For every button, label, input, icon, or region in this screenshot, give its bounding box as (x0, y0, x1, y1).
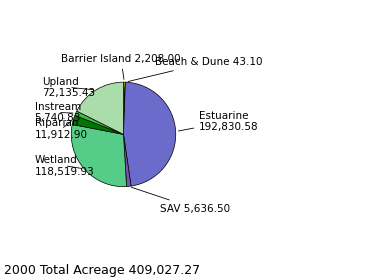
Wedge shape (124, 82, 125, 134)
Wedge shape (71, 124, 127, 187)
Text: Riparian
11,912.90: Riparian 11,912.90 (35, 118, 88, 140)
Wedge shape (75, 111, 124, 134)
Text: SAV 5,636.50: SAV 5,636.50 (131, 187, 230, 214)
Wedge shape (124, 82, 125, 134)
Text: Estuarine
192,830.58: Estuarine 192,830.58 (178, 111, 259, 132)
Wedge shape (72, 115, 124, 134)
Text: Upland
72,135.43: Upland 72,135.43 (43, 76, 96, 98)
Wedge shape (124, 82, 176, 186)
Text: Instream
5,740.83: Instream 5,740.83 (35, 102, 81, 123)
Text: Wetland
118,519.93: Wetland 118,519.93 (35, 155, 94, 177)
Wedge shape (77, 82, 124, 134)
Text: Beach & Dune 43.10: Beach & Dune 43.10 (128, 57, 262, 81)
Text: 2000 Total Acreage 409,027.27: 2000 Total Acreage 409,027.27 (4, 264, 200, 277)
Wedge shape (124, 134, 131, 186)
Text: Barrier Island 2,208.00: Barrier Island 2,208.00 (61, 54, 181, 80)
